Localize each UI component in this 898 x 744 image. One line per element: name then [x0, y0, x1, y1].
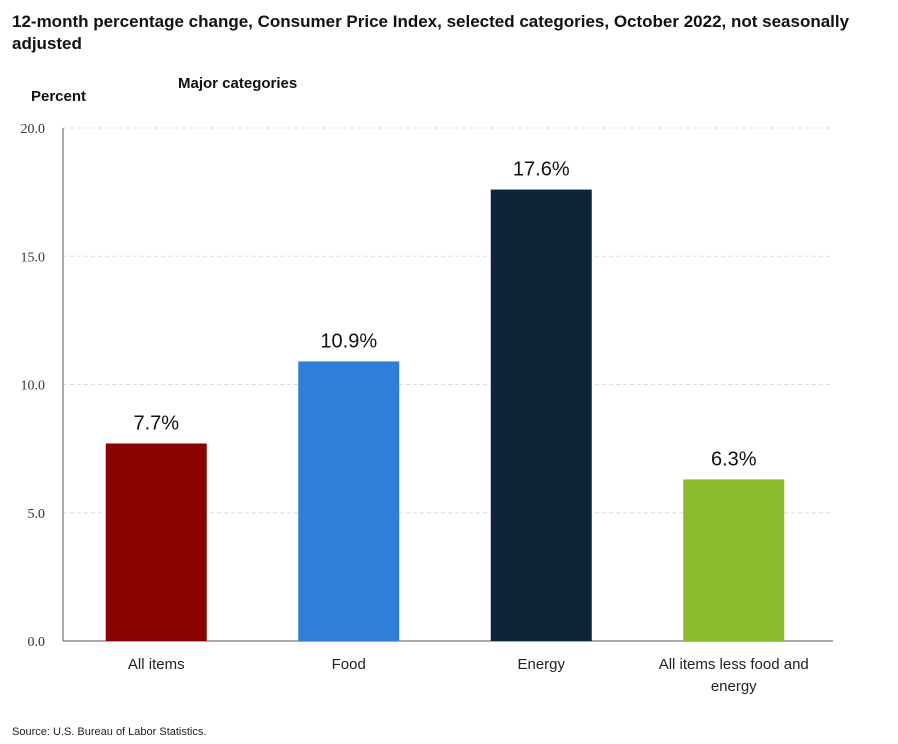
- bar: [298, 361, 400, 641]
- x-tick-label: Food: [332, 656, 366, 673]
- y-tick-label: 15.0: [21, 250, 46, 265]
- y-tick-label: 5.0: [28, 507, 46, 522]
- chart-subtitle: Major categories: [178, 75, 298, 92]
- chart-title: 12-month percentage change, Consumer Pri…: [12, 12, 850, 53]
- x-tick-label: All items: [128, 656, 185, 673]
- bar: [683, 479, 785, 641]
- y-tick-label: 0.0: [28, 635, 46, 650]
- data-label: 10.9%: [320, 330, 377, 352]
- x-tick-label: energy: [711, 678, 757, 695]
- source-note: Source: U.S. Bureau of Labor Statistics.: [12, 726, 207, 738]
- data-label: 17.6%: [513, 159, 570, 181]
- y-tick-label: 20.0: [21, 122, 46, 137]
- bar: [105, 443, 207, 641]
- x-tick-label: All items less food and: [659, 656, 809, 673]
- data-label: 7.7%: [133, 412, 179, 434]
- y-axis-label: Percent: [31, 88, 87, 105]
- bar: [490, 189, 592, 641]
- data-label: 6.3%: [711, 448, 757, 470]
- y-tick-label: 10.0: [21, 379, 46, 394]
- x-tick-label: Energy: [517, 656, 565, 673]
